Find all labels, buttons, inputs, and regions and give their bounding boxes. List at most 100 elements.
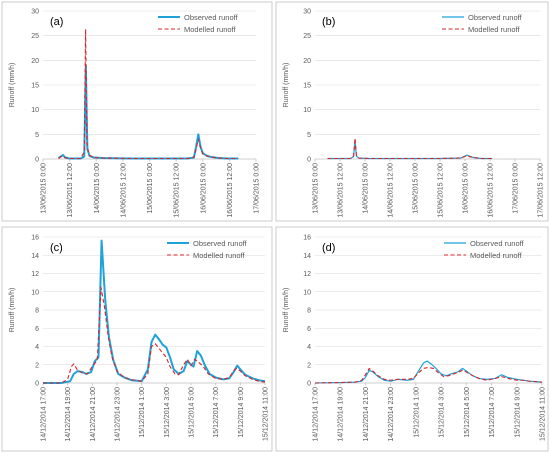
x-tick-label: 15/06/2015 12:00 bbox=[438, 163, 445, 218]
y-tick-label: 8 bbox=[35, 308, 39, 315]
panel-frame bbox=[275, 226, 549, 452]
y-tick-label: 6 bbox=[307, 326, 311, 333]
x-tick-label: 16/06/2015 0:00 bbox=[463, 163, 470, 214]
y-tick-label: 12 bbox=[303, 271, 311, 278]
panel-frame bbox=[275, 1, 549, 222]
chart-panel: 0 5 10 15 20 25 30 13/06/2015 0:00 13/06/2015 12… bbox=[1, 1, 273, 222]
x-tick-label: 17/06/2015 0:00 bbox=[254, 163, 261, 214]
x-tick-label: 13/06/2015 0:00 bbox=[41, 163, 48, 214]
observed-runoff-line bbox=[314, 360, 543, 384]
x-tick-label: 15/06/2015 0:00 bbox=[413, 163, 420, 214]
y-tick-label: 16 bbox=[303, 235, 311, 242]
panel-frame bbox=[1, 1, 273, 222]
legend-label: Observed runoff bbox=[184, 13, 239, 22]
y-tick-label: 6 bbox=[35, 326, 39, 333]
x-tick-label: 15/12/2014 5:00 bbox=[464, 387, 471, 438]
x-tick-label: 14/12/2014 23:00 bbox=[115, 387, 122, 442]
y-axis-label: Runoff (mm/h) bbox=[283, 63, 290, 108]
x-tick-label: 16/06/2015 12:00 bbox=[227, 163, 234, 218]
y-tick-label: 0 bbox=[307, 157, 311, 164]
x-tick-label: 15/06/2015 0:00 bbox=[147, 163, 154, 214]
x-tick-label: 14/06/2015 12:00 bbox=[120, 163, 127, 218]
y-tick-label: 20 bbox=[31, 58, 39, 65]
x-tick-label: 14/06/2015 0:00 bbox=[94, 163, 101, 214]
x-tick-label: 17/06/2015 0:00 bbox=[513, 163, 520, 214]
y-tick-label: 12 bbox=[31, 271, 39, 278]
x-tick-label: 15/06/2015 12:00 bbox=[174, 163, 181, 218]
x-tick-label: 15/12/2014 9:00 bbox=[514, 387, 521, 438]
x-tick-label: 14/12/2014 21:00 bbox=[363, 387, 370, 442]
legend-label: Observed runoff bbox=[470, 239, 525, 248]
legend-label: Modelled runoff bbox=[468, 25, 520, 34]
panel-label: (c) bbox=[50, 242, 63, 254]
y-tick-label: 30 bbox=[31, 9, 39, 16]
panel-frame bbox=[1, 226, 273, 452]
x-tick-label: 14/12/2014 23:00 bbox=[388, 387, 395, 442]
y-tick-label: 0 bbox=[35, 157, 39, 164]
x-tick-label: 15/12/2014 7:00 bbox=[213, 387, 220, 438]
x-tick-label: 14/12/2014 17:00 bbox=[41, 387, 48, 442]
modelled-runoff-line bbox=[314, 366, 543, 384]
legend-label: Observed runoff bbox=[468, 13, 523, 22]
y-tick-label: 14 bbox=[31, 253, 39, 260]
x-tick-label: 15/12/2014 3:00 bbox=[164, 387, 171, 438]
y-tick-label: 15 bbox=[303, 83, 311, 90]
chart-panel: 0 2 4 6 8 10 12 14 16 14/12/2014 17:00 14/12/2014 … bbox=[275, 226, 549, 452]
x-tick-label: 16/06/2015 0:00 bbox=[200, 163, 207, 214]
x-tick-label: 14/12/2014 19:00 bbox=[338, 387, 345, 442]
y-tick-label: 25 bbox=[303, 33, 311, 40]
x-tick-label: 14/12/2014 17:00 bbox=[313, 387, 320, 442]
x-tick-label: 17/06/2015 12:00 bbox=[538, 163, 545, 218]
x-tick-label: 13/06/2015 12:00 bbox=[338, 163, 345, 218]
y-tick-label: 10 bbox=[31, 289, 39, 296]
x-tick-label: 15/12/2014 11:00 bbox=[540, 387, 547, 441]
modelled-runoff-line bbox=[43, 286, 266, 384]
x-tick-label: 15/12/2014 5:00 bbox=[189, 387, 196, 438]
x-tick-label: 14/06/2015 12:00 bbox=[388, 163, 395, 218]
y-tick-label: 15 bbox=[31, 83, 39, 90]
x-tick-label: 15/12/2014 1:00 bbox=[139, 387, 146, 438]
observed-runoff-line bbox=[43, 239, 266, 384]
y-tick-label: 25 bbox=[31, 33, 39, 40]
chart-panel: 0 5 10 15 20 25 30 13/06/2015 0:00 13/06/2015 12… bbox=[275, 1, 549, 222]
x-tick-label: 14/12/2014 21:00 bbox=[90, 387, 97, 442]
x-tick-label: 14/12/2014 19:00 bbox=[65, 387, 72, 442]
legend-label: Modelled runoff bbox=[184, 25, 236, 34]
x-tick-label: 13/06/2015 12:00 bbox=[67, 163, 74, 218]
legend-label: Observed runoff bbox=[193, 239, 248, 248]
chart-panel: 0 2 4 6 8 10 12 14 16 14/12/2014 17:00 14/12/2014 … bbox=[1, 226, 273, 452]
y-tick-label: 2 bbox=[35, 362, 39, 369]
x-tick-label: 14/06/2015 0:00 bbox=[363, 163, 370, 214]
y-tick-label: 2 bbox=[307, 362, 311, 369]
panel-label: (d) bbox=[322, 242, 335, 254]
y-tick-label: 4 bbox=[35, 344, 39, 351]
y-tick-label: 30 bbox=[303, 9, 311, 16]
modelled-runoff-line bbox=[58, 28, 239, 160]
legend-label: Modelled runoff bbox=[193, 251, 245, 260]
y-tick-label: 5 bbox=[307, 132, 311, 139]
y-tick-label: 16 bbox=[31, 235, 39, 242]
x-tick-label: 15/12/2014 1:00 bbox=[413, 387, 420, 438]
x-tick-label: 15/12/2014 3:00 bbox=[439, 387, 446, 438]
y-tick-label: 10 bbox=[303, 289, 311, 296]
y-tick-label: 5 bbox=[35, 132, 39, 139]
legend-label: Modelled runoff bbox=[470, 251, 522, 260]
y-tick-label: 10 bbox=[303, 107, 311, 114]
panel-label: (b) bbox=[322, 16, 335, 28]
y-axis-label: Runoff (mm/h) bbox=[9, 288, 16, 333]
y-tick-label: 0 bbox=[35, 381, 39, 388]
y-tick-label: 14 bbox=[303, 253, 311, 260]
x-tick-label: 13/06/2015 0:00 bbox=[313, 163, 320, 214]
x-tick-label: 15/12/2014 7:00 bbox=[489, 387, 496, 438]
y-axis-label: Runoff (mm/h) bbox=[283, 288, 290, 333]
y-tick-label: 4 bbox=[307, 344, 311, 351]
x-tick-label: 15/12/2014 9:00 bbox=[238, 387, 245, 438]
panel-label: (a) bbox=[50, 16, 63, 28]
y-tick-label: 0 bbox=[307, 381, 311, 388]
y-axis-label: Runoff (mm/h) bbox=[9, 63, 16, 108]
y-tick-label: 8 bbox=[307, 308, 311, 315]
modelled-runoff-line bbox=[327, 137, 493, 160]
y-tick-label: 10 bbox=[31, 107, 39, 114]
x-tick-label: 15/12/2014 11:00 bbox=[263, 387, 270, 441]
